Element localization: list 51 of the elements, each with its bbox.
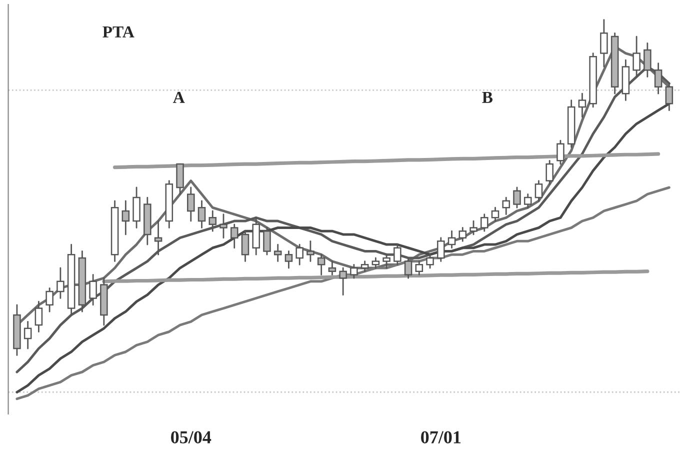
candlestick (220, 214, 228, 239)
candlestick (426, 254, 434, 269)
candlestick (187, 186, 195, 222)
candlestick (394, 244, 402, 266)
candlestick (317, 254, 326, 276)
chart-title: PTA (102, 26, 134, 38)
candlestick (415, 260, 424, 276)
candlestick (176, 163, 184, 195)
candlestick (306, 240, 314, 262)
candlestick (132, 186, 140, 228)
candlestick (198, 200, 206, 228)
candlestick (502, 196, 510, 216)
candlestick (263, 227, 271, 256)
candlestick (46, 287, 54, 312)
candlestick (513, 186, 521, 208)
x-tick-label: 07/01 (421, 431, 461, 444)
candlestick (56, 267, 64, 299)
candlestick (491, 206, 500, 222)
candlestick (556, 140, 564, 165)
candlestick (296, 244, 304, 266)
candlestick (546, 160, 554, 185)
candlestick (339, 267, 347, 296)
candlestick (252, 216, 260, 256)
candlestick (524, 194, 532, 208)
x-tick-label: 05/04 (171, 431, 212, 444)
candlestick (230, 224, 238, 249)
candlestick (89, 274, 97, 306)
candlestick (350, 264, 358, 279)
annotation: B (482, 92, 493, 103)
candlestick (24, 320, 32, 350)
candlestick (480, 214, 488, 232)
candlestick (208, 210, 217, 232)
candlestick (34, 300, 43, 332)
candlestick (360, 260, 369, 272)
candlestick (534, 180, 543, 202)
candlestick (154, 220, 162, 256)
candlestick (470, 220, 478, 236)
candlestick (600, 19, 608, 68)
candlestick (578, 92, 586, 118)
candlestick (372, 257, 380, 269)
candlestick (328, 260, 336, 276)
candlestick (458, 227, 467, 242)
candlestick (448, 230, 456, 249)
candlestick (241, 230, 250, 262)
candlestick (274, 244, 282, 262)
candlestick (382, 254, 390, 269)
candlestick (437, 237, 445, 262)
candlestick (122, 200, 130, 236)
annotation: A (173, 92, 185, 103)
candlestick (284, 250, 293, 269)
candlestick (404, 257, 412, 279)
